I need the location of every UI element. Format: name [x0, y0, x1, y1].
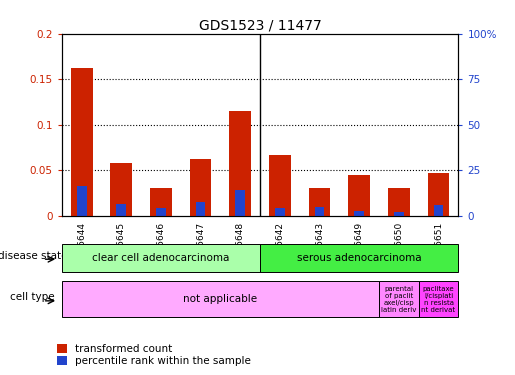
Bar: [388, 188, 410, 216]
Bar: [235, 190, 245, 216]
Bar: [190, 159, 212, 216]
Bar: [62, 244, 260, 272]
Bar: [116, 204, 126, 216]
Bar: [354, 211, 364, 216]
Text: clear cell adenocarcinoma: clear cell adenocarcinoma: [92, 253, 230, 263]
Text: disease state: disease state: [0, 251, 67, 261]
Bar: [71, 68, 93, 216]
Bar: [77, 186, 87, 216]
Bar: [427, 173, 450, 216]
Bar: [260, 244, 458, 272]
Bar: [394, 212, 404, 216]
Bar: [434, 205, 443, 216]
Bar: [269, 155, 291, 216]
Legend: transformed count, percentile rank within the sample: transformed count, percentile rank withi…: [57, 344, 251, 366]
Title: GDS1523 / 11477: GDS1523 / 11477: [199, 19, 321, 33]
Bar: [229, 111, 251, 216]
Text: paclitaxe
l/cisplati
n resista
nt derivat: paclitaxe l/cisplati n resista nt deriva…: [421, 286, 456, 313]
Text: parental
of paclit
axel/cisp
latin deriv: parental of paclit axel/cisp latin deriv: [381, 286, 417, 313]
Bar: [110, 163, 132, 216]
Bar: [275, 209, 285, 216]
Bar: [379, 281, 419, 317]
Text: serous adenocarcinoma: serous adenocarcinoma: [297, 253, 421, 263]
Bar: [62, 281, 379, 317]
Bar: [315, 207, 324, 216]
Bar: [419, 281, 458, 317]
Text: cell type: cell type: [10, 292, 55, 302]
Bar: [156, 209, 166, 216]
Bar: [308, 188, 331, 216]
Text: not applicable: not applicable: [183, 294, 258, 304]
Bar: [348, 175, 370, 216]
Bar: [196, 202, 205, 216]
Bar: [150, 188, 172, 216]
